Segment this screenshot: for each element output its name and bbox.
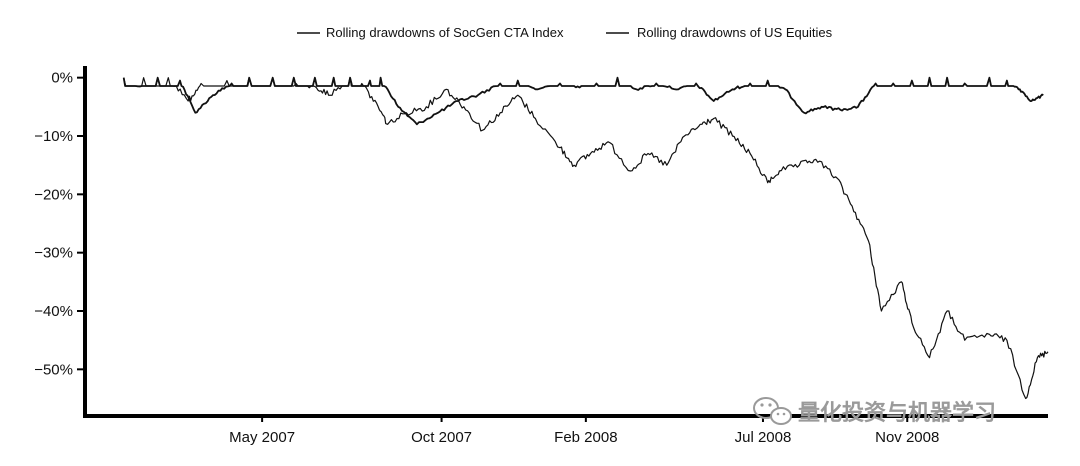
x-tick-label: Jul 2008 xyxy=(735,429,792,446)
series-layer xyxy=(122,76,1049,400)
watermark: 量化投资与机器学习 xyxy=(753,397,996,425)
y-tick-label: −40% xyxy=(34,303,73,320)
y-tick-label: 0% xyxy=(51,70,73,87)
x-tick-label: Oct 2007 xyxy=(411,429,472,446)
x-tick-label: May 2007 xyxy=(229,429,295,446)
y-ticks: 0% −10% −20% −30% −40% −50% xyxy=(34,70,85,378)
wechat-icon xyxy=(753,397,792,425)
y-tick-label: −30% xyxy=(34,245,73,262)
x-tick-label: Feb 2008 xyxy=(554,429,617,446)
watermark-text: 量化投资与机器学习 xyxy=(798,400,996,425)
y-tick-label: −50% xyxy=(34,361,73,378)
series-line-cta xyxy=(122,76,1044,126)
y-tick-label: −10% xyxy=(34,128,73,145)
series-line-equities xyxy=(123,77,1049,400)
x-ticks: May 2007 Oct 2007 Feb 2008 Jul 2008 Nov 2008 xyxy=(229,416,939,446)
legend-label-cta: Rolling drawdowns of SocGen CTA Index xyxy=(326,25,564,40)
legend: Rolling drawdowns of SocGen CTA Index Ro… xyxy=(297,25,833,40)
x-tick-label: Nov 2008 xyxy=(875,429,939,446)
y-tick-label: −20% xyxy=(34,186,73,203)
legend-label-equities: Rolling drawdowns of US Equities xyxy=(637,25,833,40)
axes xyxy=(83,66,1048,418)
